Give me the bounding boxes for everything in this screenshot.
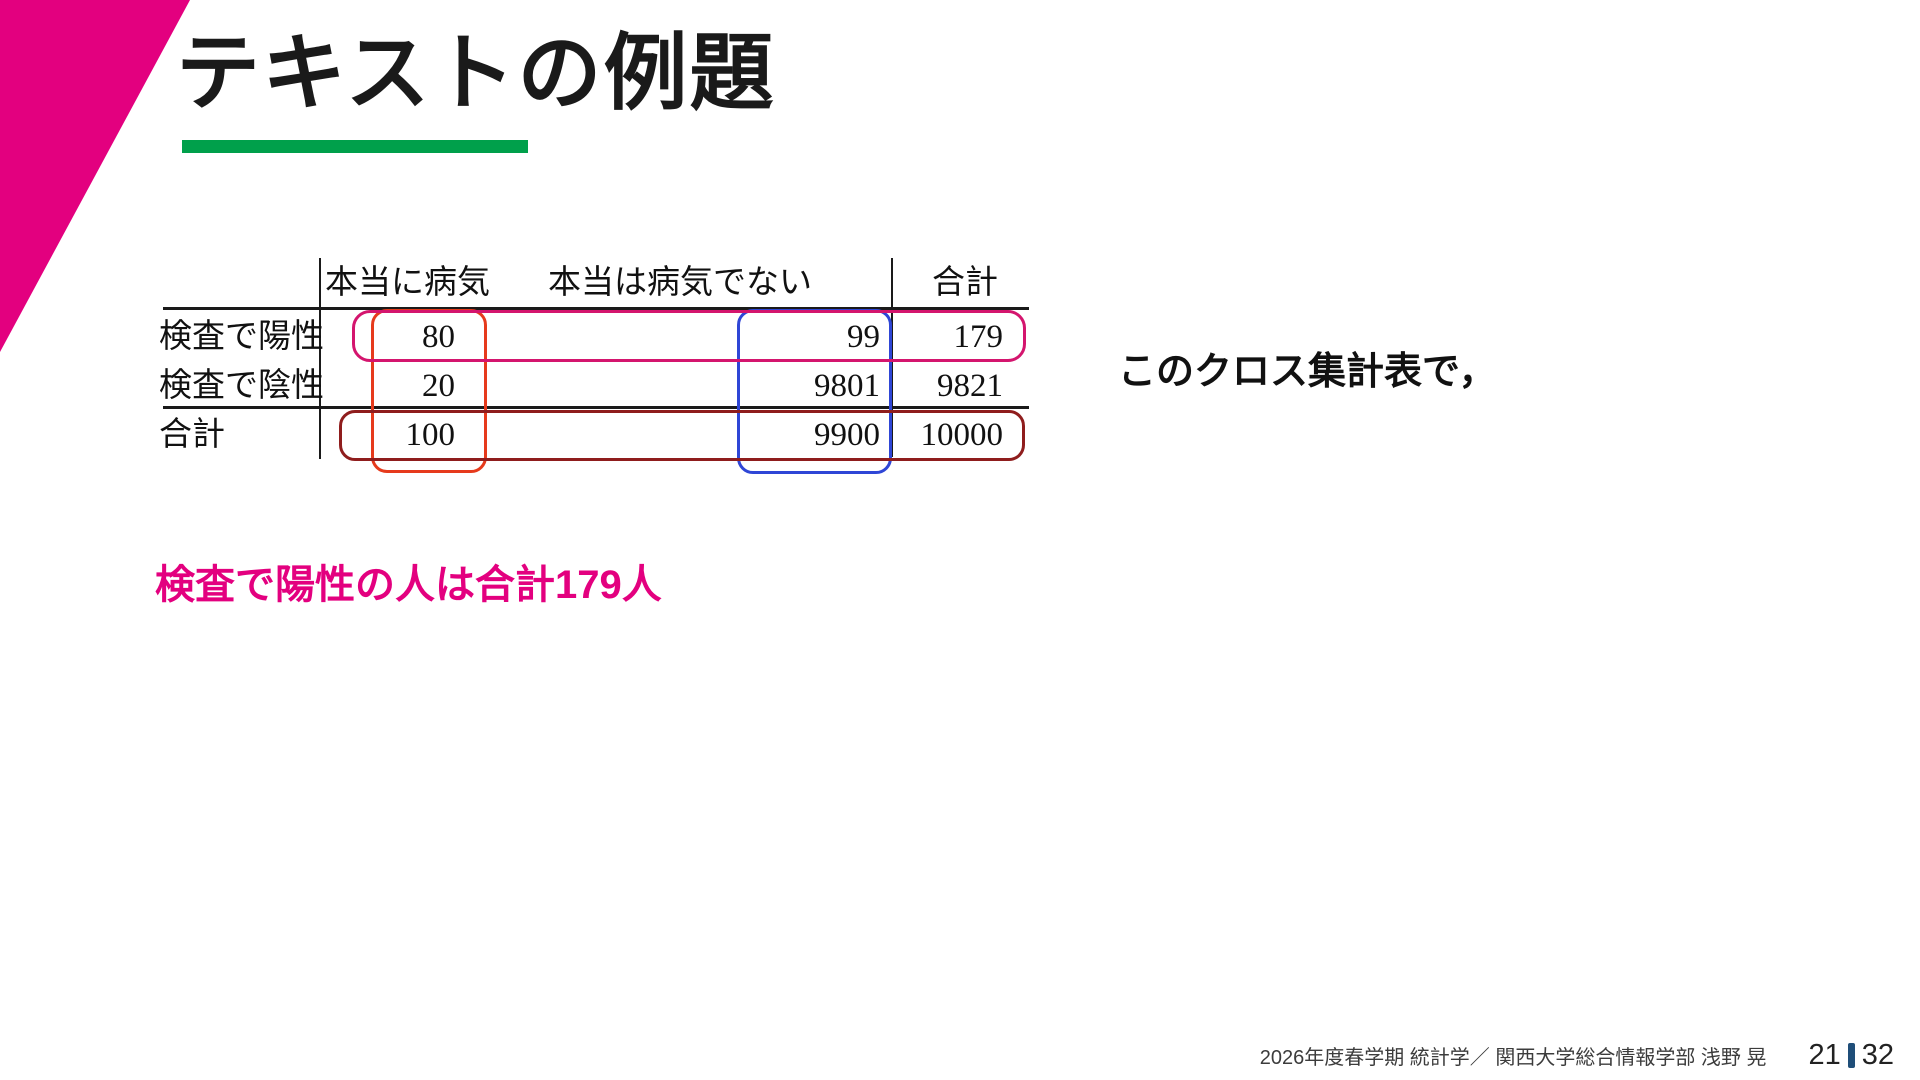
cell-positive-total: 179 bbox=[953, 319, 1004, 355]
cell-total-diseased: 100 bbox=[405, 417, 456, 453]
col-header-total: 合計 bbox=[932, 265, 998, 301]
cell-negative-total: 9821 bbox=[937, 368, 1003, 404]
table-vertical-rule-total bbox=[891, 258, 893, 457]
row-label-test-negative: 検査で陰性 bbox=[159, 368, 324, 404]
row-label-test-positive: 検査で陽性 bbox=[159, 319, 324, 355]
page-separator-bar bbox=[1847, 1043, 1855, 1068]
row-label-total: 合計 bbox=[159, 417, 225, 453]
table-total-rule bbox=[163, 406, 1029, 409]
cross-tab-table: 本当に病気 本当は病気でない 合計 検査で陽性 80 99 179 検査で陰性 … bbox=[155, 256, 1035, 476]
page-number: 21 32 bbox=[1808, 1039, 1894, 1072]
footer-course-info: 2026年度春学期 統計学／ 関西大学総合情報学部 浅野 晃 bbox=[1259, 1047, 1767, 1069]
cell-positive-diseased: 80 bbox=[422, 319, 455, 355]
side-note-text: このクロス集計表で， bbox=[1118, 351, 1497, 393]
cell-negative-not-diseased: 9801 bbox=[814, 368, 880, 404]
title-underline-bar bbox=[182, 140, 528, 153]
slide-footer: 2026年度春学期 統計学／ 関西大学総合情報学部 浅野 晃 21 32 bbox=[1260, 1039, 1894, 1072]
page-title: テキストの例題 bbox=[176, 26, 776, 120]
cell-total-not-diseased: 9900 bbox=[814, 417, 880, 453]
table-vertical-rule-left bbox=[319, 258, 321, 459]
col-header-not-diseased: 本当は病気でない bbox=[548, 265, 812, 301]
table-header-rule bbox=[163, 307, 1029, 310]
cell-positive-not-diseased: 99 bbox=[847, 319, 880, 355]
cell-negative-diseased: 20 bbox=[422, 368, 455, 404]
page-total: 32 bbox=[1861, 1039, 1894, 1071]
page-current: 21 bbox=[1808, 1039, 1841, 1071]
cell-total-grand: 10000 bbox=[920, 417, 1004, 453]
statement-text: 検査で陽性の人は合計179人 bbox=[155, 563, 662, 607]
col-header-really-diseased: 本当に病気 bbox=[325, 265, 490, 301]
